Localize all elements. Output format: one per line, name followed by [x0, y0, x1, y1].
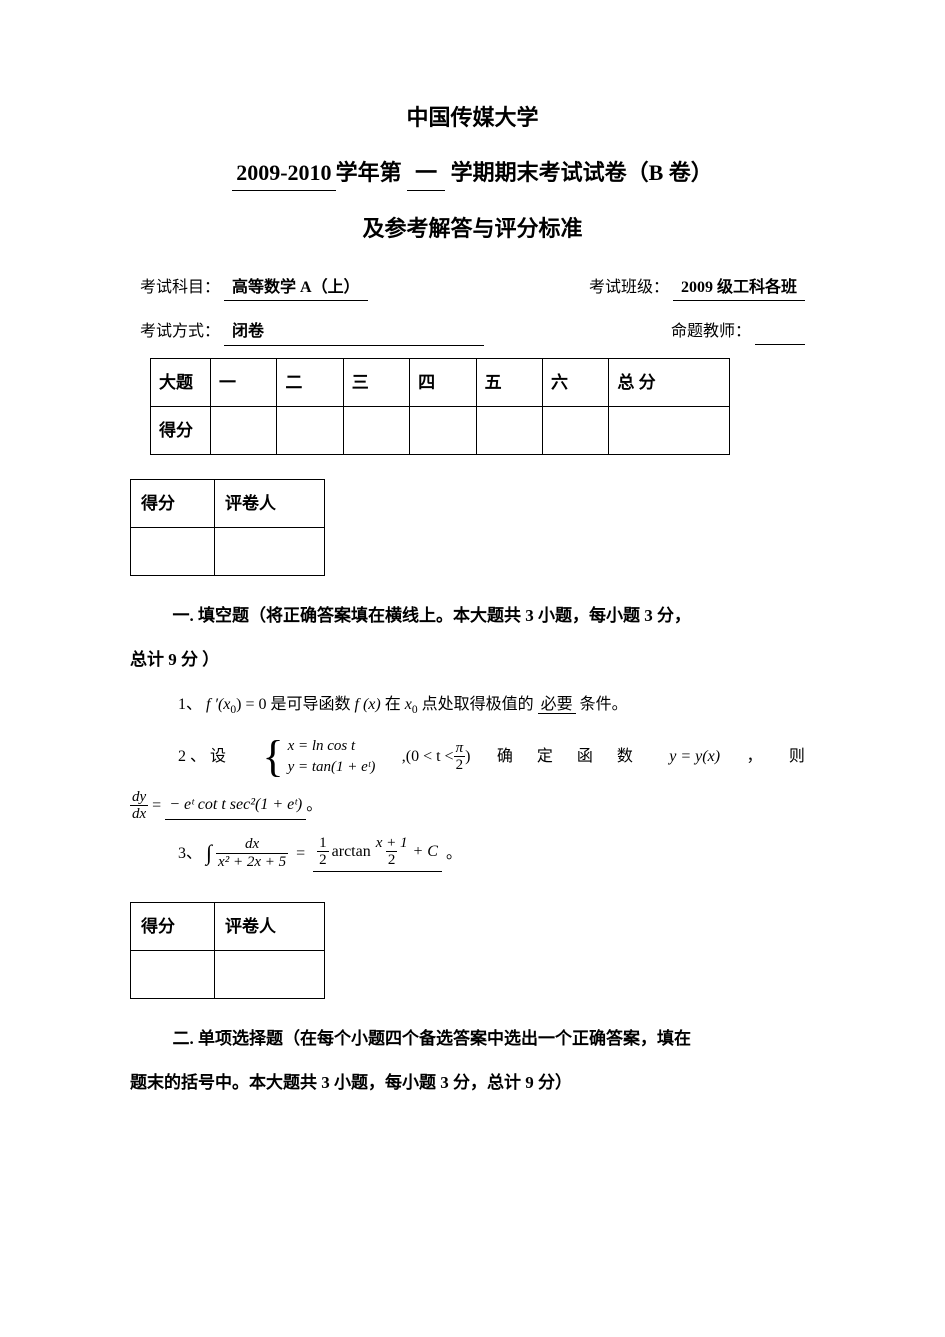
score-cell-1: [211, 406, 277, 454]
q1-x0: x: [405, 696, 412, 713]
teacher-label: 命题教师：: [671, 323, 751, 340]
grader2-v1: [131, 950, 215, 998]
year-range: 2009-2010: [232, 155, 335, 191]
grader-table-2: 得分 评卷人: [130, 902, 325, 999]
line2-suffix: 学期期末考试试卷（B 卷）: [451, 160, 713, 185]
q2-system: { x = ln cos t y = tan(1 + eᵗ): [262, 735, 375, 779]
q3-integrand: dx x² + 2x + 5: [216, 836, 288, 870]
score-cell-7: [609, 406, 730, 454]
score-col-4: 四: [410, 358, 476, 406]
q2-yeq: y = y(x): [669, 746, 720, 768]
q2-eq: =: [152, 793, 161, 819]
q2-answer: − eᵗ cot t sec²(1 + eᵗ): [165, 792, 306, 821]
score-cell-4: [410, 406, 476, 454]
meta-row-1: 考试科目： 高等数学 A（上） 考试班级： 2009 级工科各班: [130, 275, 815, 302]
question-2-answer-line: dy dx = − eᵗ cot t sec²(1 + eᵗ) 。: [130, 789, 815, 823]
score-col-6: 六: [542, 358, 608, 406]
section2-title-b: 题末的括号中。本大题共 3 小题，每小题 3 分，总计 9 分）: [130, 1061, 815, 1105]
university-title: 中国传媒大学: [130, 100, 815, 135]
class-value: 2009 级工科各班: [673, 275, 805, 302]
q1-fprime: f ′(x: [206, 696, 230, 713]
q1-g: 条件。: [580, 696, 628, 713]
q2-period: 。: [306, 793, 322, 819]
grader2-h1: 得分: [131, 902, 215, 950]
grader2-v2: [215, 950, 325, 998]
grader1-h1: 得分: [131, 479, 215, 527]
grader2-h2: 评卷人: [215, 902, 325, 950]
q2-then: 则: [789, 746, 815, 768]
score-cell-2: [277, 406, 343, 454]
exam-title-line: 2009-2010学年第 一 学期期末考试试卷（B 卷）: [130, 155, 815, 191]
score-col-5: 五: [476, 358, 542, 406]
section1-title: 一. 填空题（将正确答案填在横线上。本大题共 3 小题，每小题 3 分， 总计 …: [130, 594, 815, 682]
dy-dx: dy dx: [130, 789, 148, 823]
grader-table-1: 得分 评卷人: [130, 479, 325, 576]
question-3: 3、 ∫ dx x² + 2x + 5 = 1 2 arctan x + 1 2…: [130, 835, 815, 872]
q2-pi-over-2: π 2: [454, 740, 466, 774]
q3-eq: =: [296, 844, 305, 863]
q2-cond-a: ,(0 < t <: [402, 746, 454, 768]
score-cell-5: [476, 406, 542, 454]
section2-title: 二. 单项选择题（在每个小题四个备选答案中选出一个正确答案，填在 题末的括号中。…: [130, 1017, 815, 1105]
score-table-value-row: 得分: [151, 406, 730, 454]
q1-num: 1、: [178, 696, 202, 713]
score-cell-6: [542, 406, 608, 454]
q1-d: 在: [385, 696, 401, 713]
score-col-2: 二: [277, 358, 343, 406]
q2-cond-b: ): [465, 746, 470, 768]
q2-line2: y = tan(1 + eᵗ): [288, 757, 376, 778]
grader1-v2: [215, 527, 325, 575]
section1-title-a: 一. 填空题（将正确答案填在横线上。本大题共 3 小题，每小题 3 分，: [173, 606, 692, 625]
class-label: 考试班级：: [589, 279, 669, 296]
score-table-header-row: 大题 一 二 三 四 五 六 总 分: [151, 358, 730, 406]
mode-value: 闭卷: [224, 319, 484, 346]
meta-row-2: 考试方式： 闭卷 命题教师：: [130, 319, 815, 346]
q2-comma: ，: [746, 746, 762, 768]
q2-def: 确 定 函 数: [497, 746, 643, 768]
subject-label: 考试科目：: [140, 279, 220, 296]
score-row2-label: 得分: [151, 406, 211, 454]
q1-f: 点处取得极值的: [422, 696, 534, 713]
q1-answer: 必要: [538, 696, 576, 714]
q1-fx: f (x): [355, 696, 381, 713]
line2-prefix: 学年第: [336, 160, 402, 185]
q1-eq0: ) = 0: [236, 696, 266, 713]
grader1-h2: 评卷人: [215, 479, 325, 527]
integral-sign: ∫: [206, 840, 212, 866]
q2-line1: x = ln cos t: [288, 736, 376, 757]
subtitle: 及参考解答与评分标准: [130, 211, 815, 246]
score-table: 大题 一 二 三 四 五 六 总 分 得分: [150, 358, 730, 455]
section2-title-a: 二. 单项选择题（在每个小题四个备选答案中选出一个正确答案，填在: [173, 1029, 692, 1048]
score-col-1: 一: [211, 358, 277, 406]
question-1: 1、 f ′(x0) = 0 是可导函数 f (x) 在 x0 点处取得极值的 …: [130, 686, 815, 725]
mode-label: 考试方式：: [140, 323, 220, 340]
q3-answer: 1 2 arctan x + 1 2 + C: [313, 835, 442, 872]
q2-num: 2 、: [178, 748, 206, 765]
score-col-0: 大题: [151, 358, 211, 406]
q3-period: 。: [446, 844, 462, 863]
score-cell-3: [343, 406, 409, 454]
semester: 一: [407, 155, 445, 191]
q1-b: 是可导函数: [271, 696, 351, 713]
section1-title-b: 总计 9 分 ）: [130, 638, 815, 682]
q2-set: 设: [210, 748, 236, 765]
q3-num: 3、: [178, 844, 202, 863]
teacher-blank: [755, 327, 805, 345]
score-col-7: 总 分: [609, 358, 730, 406]
grader1-v1: [131, 527, 215, 575]
question-2: 2 、 设 { x = ln cos t y = tan(1 + eᵗ) ,(0…: [130, 735, 815, 779]
score-col-3: 三: [343, 358, 409, 406]
subject-value: 高等数学 A（上）: [224, 275, 368, 302]
